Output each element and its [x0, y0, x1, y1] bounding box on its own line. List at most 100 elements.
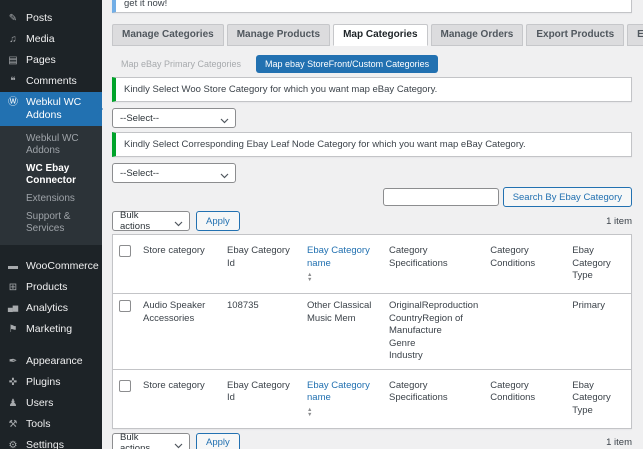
column-header-category-conditions: Category Conditions	[484, 368, 567, 429]
products-box-icon: ⊞	[8, 282, 18, 293]
comment-bubble-icon: ❝	[10, 76, 16, 87]
sidebar-item-settings[interactable]: ⚙ Settings	[0, 435, 102, 449]
cell-ebay-category-id: 108735	[227, 300, 259, 312]
search-row: Search By Ebay Category	[112, 187, 632, 207]
bulk-actions-select-bottom[interactable]: Bulk actions	[112, 431, 190, 449]
woo-category-select[interactable]: --Select--	[112, 108, 236, 128]
select-all-checkbox-footer[interactable]	[119, 379, 131, 392]
sidebar-item-woocommerce[interactable]: ▬ WooCommerce	[0, 256, 102, 277]
tab-manage-products[interactable]: Manage Products	[226, 24, 331, 46]
sidebar-item-label: Webkul WC Addons	[26, 96, 82, 121]
spec-line: Genre	[389, 337, 416, 349]
media-icon: ♫	[9, 34, 17, 45]
spec-line: CountryRegion of Manufacture	[389, 312, 463, 337]
main-tab-bar: Manage Categories Manage Products Map Ca…	[112, 24, 643, 46]
sidebar-item-plugins[interactable]: ✜ Plugins	[0, 372, 102, 393]
sortable-column-link[interactable]: Ebay Category name	[307, 245, 370, 269]
column-header-category-conditions: Category Conditions	[484, 234, 567, 295]
column-header-ebay-category-name[interactable]: Ebay Category name ▲ ▼	[301, 368, 383, 429]
notice-text: Kindly Select Woo Store Category for whi…	[124, 84, 438, 95]
column-header-ebay-category-name[interactable]: Ebay Category name ▲ ▼	[301, 234, 383, 295]
tab-export-products[interactable]: Export Products	[526, 24, 625, 46]
sidebar-item-appearance[interactable]: ✒ Appearance	[0, 351, 102, 372]
sidebar-item-label: Comments	[26, 75, 77, 87]
tab-manage-orders[interactable]: Manage Orders	[430, 24, 524, 46]
submenu-item-extensions[interactable]: Extensions	[26, 193, 75, 204]
select-value: --Select--	[120, 112, 160, 124]
sidebar-item-analytics[interactable]: ▄▆ Analytics	[0, 298, 102, 319]
row-checkbox[interactable]	[119, 300, 131, 313]
sidebar-item-media[interactable]: ♫ Media	[0, 29, 102, 50]
sidebar-item-label: Marketing	[26, 323, 73, 335]
apply-button[interactable]: Apply	[196, 211, 240, 231]
cell-ebay-category-name: Other Classical Music Mem	[307, 300, 372, 324]
sidebar-item-tools[interactable]: ⚒ Tools	[0, 414, 102, 435]
sidebar-item-label: Appearance	[26, 355, 83, 367]
tab-ebay-settings[interactable]: Ebay Settings	[627, 24, 643, 46]
category-mapping-table: Store category Ebay Category Id Ebay Cat…	[112, 234, 632, 429]
item-count: 1 item	[606, 437, 632, 449]
ebay-category-search-input[interactable]	[382, 188, 499, 206]
chevron-down-icon	[174, 219, 183, 230]
tools-icon: ⚒	[8, 419, 18, 430]
table-footer-header: Store category Ebay Category Id Ebay Cat…	[112, 368, 632, 429]
sidebar-item-webkul-wc-addons[interactable]: Ⓦ Webkul WC Addons	[0, 92, 103, 126]
gear-icon: ⚙	[8, 440, 18, 449]
sub-tab-bar: Map eBay Primary Categories Map ebay Sto…	[112, 55, 632, 73]
cell-category-specifications: OriginalReproduction CountryRegion of Ma…	[383, 294, 484, 370]
select-value: --Select--	[120, 167, 160, 179]
sidebar-item-marketing[interactable]: ⚑ Marketing	[0, 319, 102, 340]
chevron-down-icon	[174, 441, 183, 449]
column-header-ebay-category-id: Ebay Category Id	[221, 368, 301, 429]
select-value: Bulk actions	[120, 431, 151, 449]
bar-chart-icon: ▄▆	[7, 305, 19, 312]
table-header: Store category Ebay Category Id Ebay Cat…	[112, 234, 632, 295]
info-notice-banner: get it now!	[112, 0, 632, 13]
ebay-category-select[interactable]: --Select--	[112, 163, 236, 183]
ebay-category-notice: Kindly Select Corresponding Ebay Leaf No…	[112, 132, 632, 157]
chevron-down-icon	[220, 116, 229, 127]
menu-separator	[0, 340, 102, 351]
sidebar-item-users[interactable]: ♟ Users	[0, 393, 102, 414]
banner-text: get it now!	[124, 0, 168, 9]
cell-ebay-category-type: Primary	[572, 300, 605, 312]
bulk-actions-select[interactable]: Bulk actions	[112, 210, 190, 232]
cell-store-category: Audio Speaker Accessories	[143, 300, 206, 324]
sidebar-item-comments[interactable]: ❝ Comments	[0, 71, 102, 92]
sidebar-item-label: Pages	[26, 54, 56, 66]
sort-arrows-icon: ▲ ▼	[307, 272, 313, 284]
sidebar-item-pages[interactable]: ▤ Pages	[0, 50, 102, 71]
column-header-category-specifications: Category Specifications	[383, 368, 485, 429]
apply-button-bottom[interactable]: Apply	[196, 432, 240, 449]
select-all-checkbox[interactable]	[119, 245, 131, 257]
tab-manage-categories[interactable]: Manage Categories	[112, 24, 224, 46]
subtab-map-ebay-primary-categories[interactable]: Map eBay Primary Categories	[121, 59, 242, 69]
plugin-icon: ✜	[8, 377, 18, 388]
webkul-submenu: Webkul WC Addons WC Ebay Connector Exten…	[0, 126, 102, 245]
sidebar-item-label: Posts	[26, 12, 53, 24]
sidebar-item-posts[interactable]: ✎ Posts	[0, 8, 102, 29]
search-by-ebay-category-button[interactable]: Search By Ebay Category	[502, 187, 632, 207]
sidebar-item-label: Media	[26, 33, 55, 45]
column-header-ebay-category-type: Ebay Category Type	[566, 368, 632, 429]
tab-map-categories[interactable]: Map Categories	[333, 24, 428, 46]
cell-category-conditions	[484, 294, 566, 370]
woo-category-notice: Kindly Select Woo Store Category for whi…	[112, 77, 632, 102]
spec-line: OriginalReproduction	[389, 300, 479, 312]
sort-arrows-icon: ▲ ▼	[307, 406, 313, 418]
column-header-store-category: Store category	[137, 234, 221, 295]
bulk-actions-row-bottom: Bulk actions Apply 1 item	[112, 431, 632, 449]
subtab-map-ebay-storefront-custom-categories[interactable]: Map ebay StoreFront/Custom Categories	[256, 55, 439, 73]
submenu-item-wc-ebay-connector[interactable]: WC Ebay Connector	[26, 163, 76, 186]
sidebar-item-label: WooCommerce	[26, 260, 99, 272]
sidebar-item-label: Products	[26, 281, 68, 293]
column-header-category-specifications: Category Specifications	[383, 234, 485, 295]
column-header-ebay-category-id: Ebay Category Id	[221, 234, 301, 295]
sortable-column-link[interactable]: Ebay Category name	[307, 379, 370, 404]
sidebar-item-label: Plugins	[26, 376, 61, 388]
megaphone-icon: ⚑	[8, 324, 18, 335]
submenu-item-webkul-wc-addons[interactable]: Webkul WC Addons	[26, 133, 79, 156]
sidebar-item-products[interactable]: ⊞ Products	[0, 277, 102, 298]
submenu-item-support-services[interactable]: Support & Services	[26, 211, 71, 234]
spec-line: Industry	[389, 350, 423, 362]
